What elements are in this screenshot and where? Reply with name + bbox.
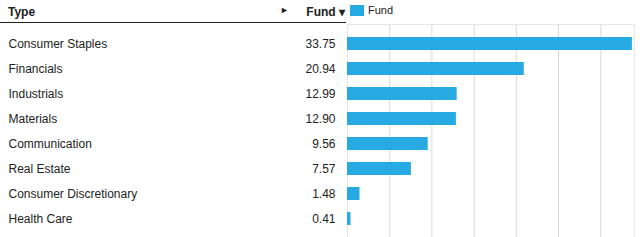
svg-text:20.94: 20.94 (305, 62, 335, 76)
svg-text:Materials: Materials (9, 112, 58, 126)
svg-text:Health Care: Health Care (9, 212, 73, 226)
html-text:Fund ▾: Fund ▾ (306, 5, 345, 19)
svg-text:9.56: 9.56 (312, 137, 336, 151)
svg-text:Consumer Staples: Consumer Staples (9, 37, 108, 51)
svg-text:Industrials: Industrials (9, 87, 64, 101)
html-text:Fund: Fund (368, 4, 394, 16)
svg-text:Communication: Communication (9, 137, 92, 151)
svg-text:12.99: 12.99 (305, 87, 335, 101)
svg-text:Consumer Discretionary: Consumer Discretionary (9, 187, 138, 201)
svg-text:1.48: 1.48 (312, 187, 336, 201)
html-text:Type: Type (8, 5, 36, 19)
svg-text:Real Estate: Real Estate (9, 162, 71, 176)
svg-text:33.75: 33.75 (305, 37, 335, 51)
svg-text:Financials: Financials (9, 62, 63, 76)
svg-text:0.41: 0.41 (312, 212, 336, 226)
svg-text:7.57: 7.57 (312, 162, 336, 176)
svg-text:12.90: 12.90 (305, 112, 335, 126)
